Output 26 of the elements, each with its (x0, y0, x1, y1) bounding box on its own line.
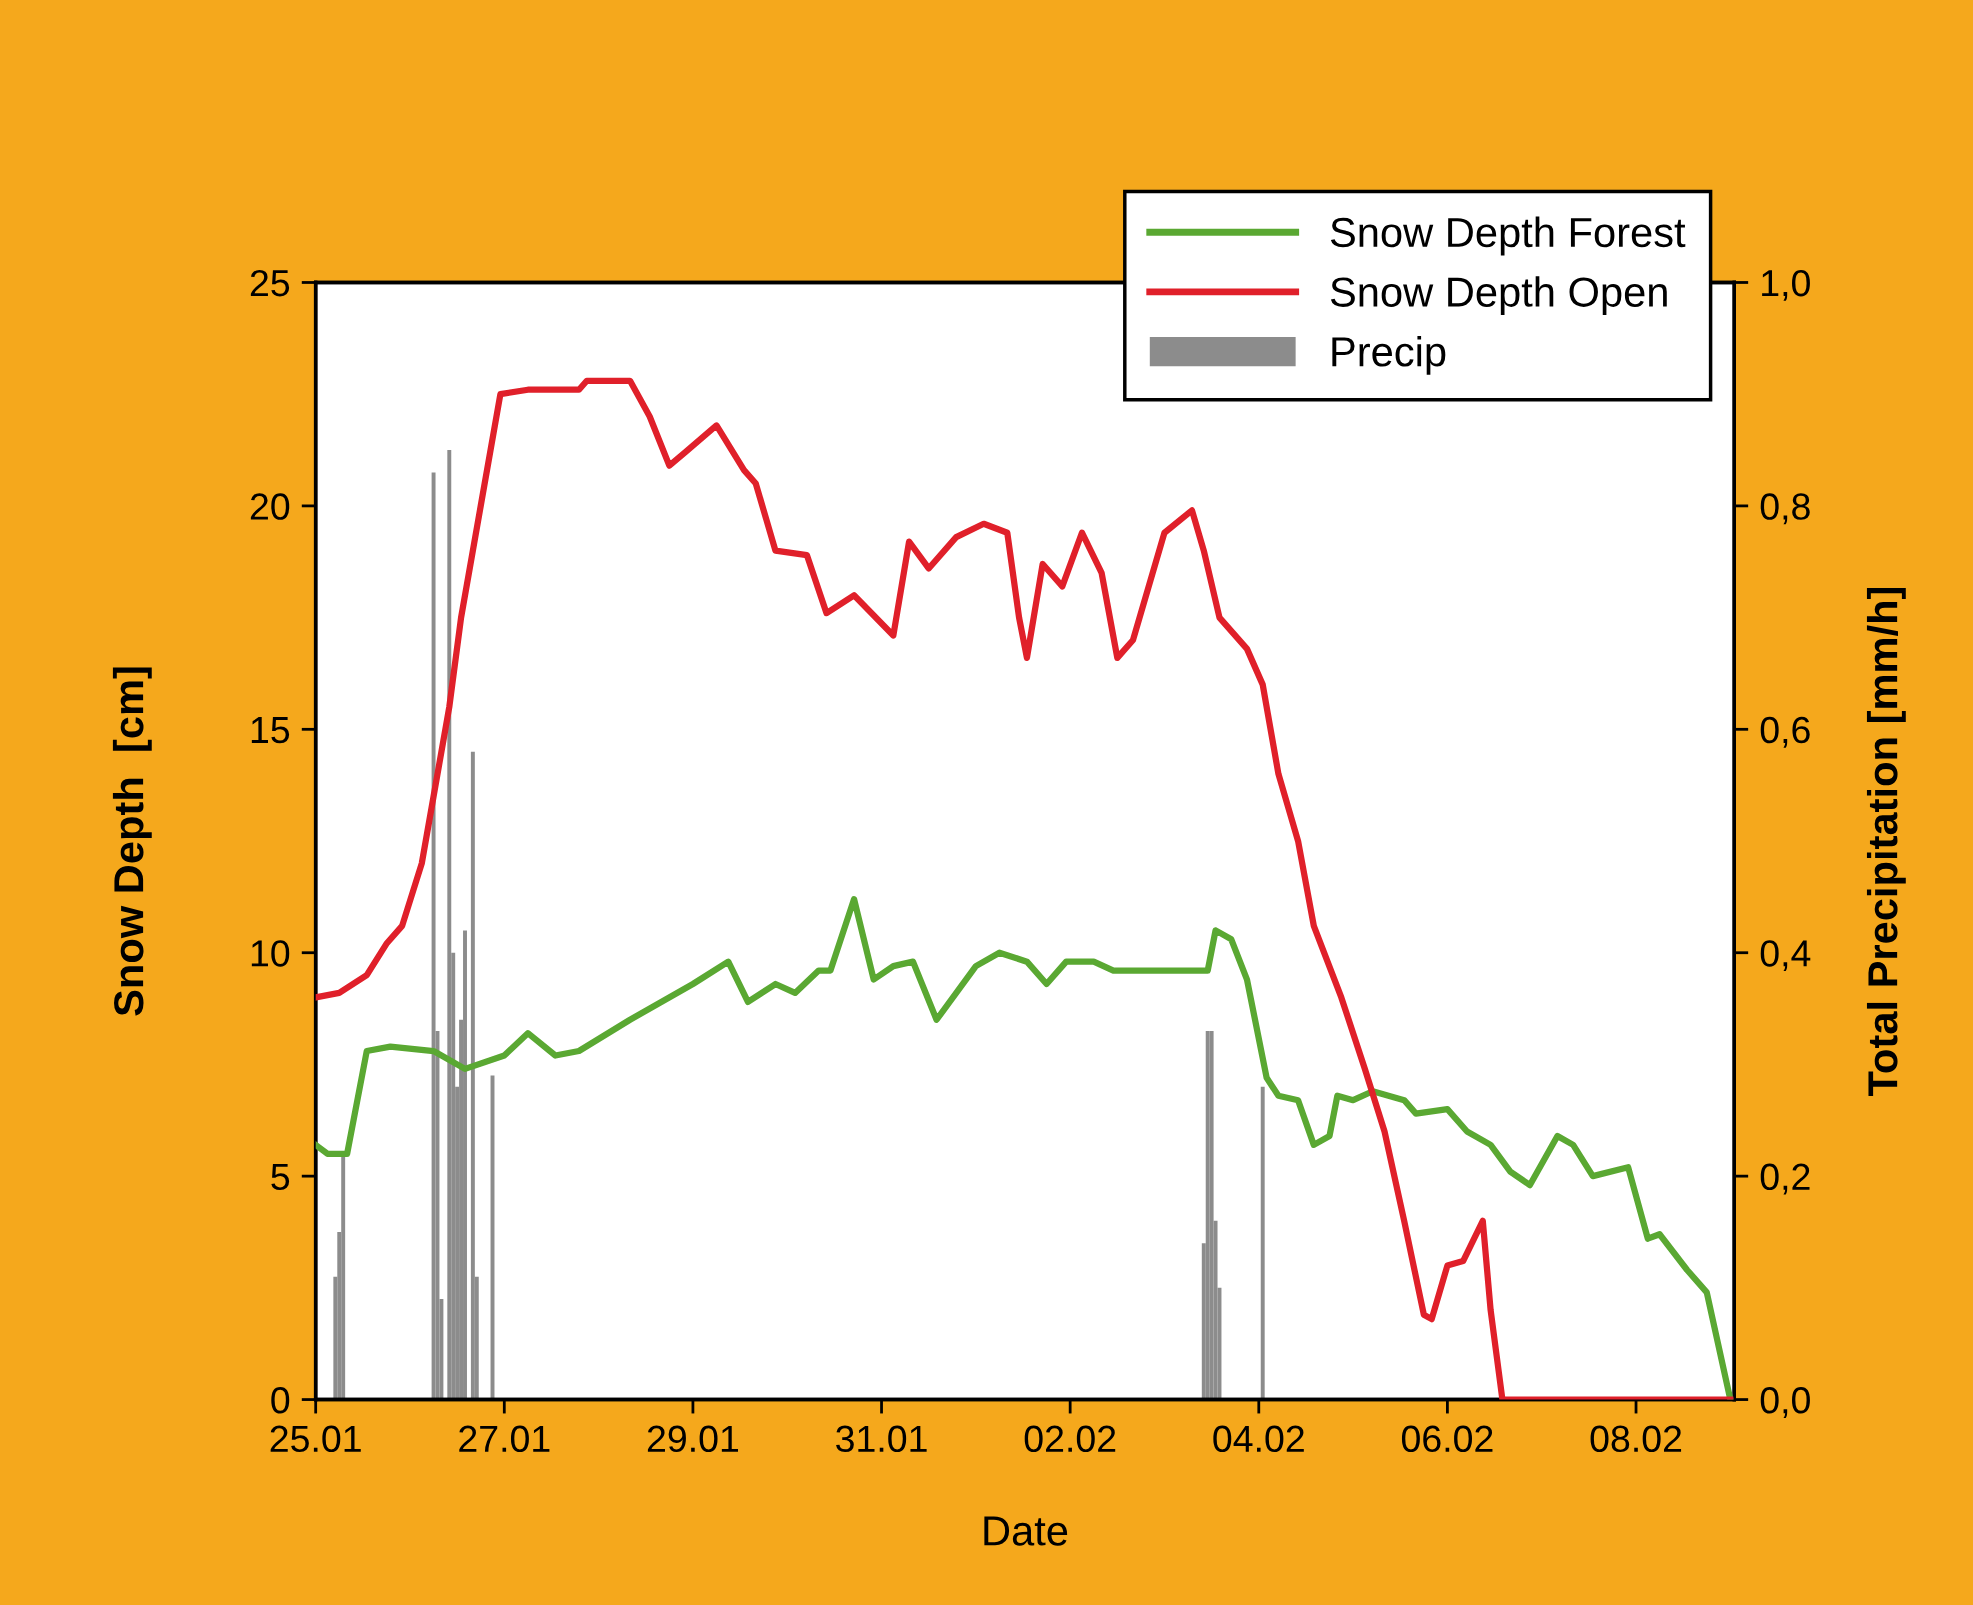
y-tick-label: 10 (251, 940, 290, 967)
y2-tick-label: 1,0 (1762, 269, 1810, 301)
x-tick-label: 25.01 (270, 1425, 361, 1453)
y-axis-title: Snow Depth [cm] (112, 667, 152, 1016)
y-tick-label: 25 (250, 269, 290, 297)
y-tick-label: 20 (250, 493, 290, 520)
x-tick-label: 02.02 (1024, 1425, 1116, 1453)
y-tick-label: 15 (251, 717, 290, 744)
legend-label: Snow Depth Open (1330, 276, 1667, 316)
y-tick-label: 5 (271, 1163, 290, 1191)
x-axis-title: Date (984, 1516, 1068, 1546)
y2-tick-label: 0,0 (1760, 1386, 1810, 1418)
y2-tick-label: 0,8 (1760, 493, 1810, 525)
y2-axis-title: Total Precipitation [mm/h] (1866, 587, 1906, 1096)
y2-tick-label: 0,4 (1760, 940, 1811, 972)
legend-label: Precip (1332, 335, 1446, 375)
x-tick-label: 06.02 (1401, 1425, 1493, 1453)
x-tick-label: 08.02 (1590, 1425, 1682, 1453)
x-tick-label: 29.01 (647, 1425, 739, 1453)
y-tick-label: 0 (271, 1386, 290, 1414)
y2-tick-label: 0,2 (1760, 1163, 1810, 1195)
legend-label: Snow Depth Forest (1330, 216, 1686, 256)
x-tick-label: 04.02 (1213, 1425, 1304, 1453)
x-tick-label: 27.01 (459, 1425, 550, 1453)
x-tick-label: 31.01 (836, 1425, 927, 1453)
y2-tick-label: 0,6 (1760, 716, 1810, 748)
